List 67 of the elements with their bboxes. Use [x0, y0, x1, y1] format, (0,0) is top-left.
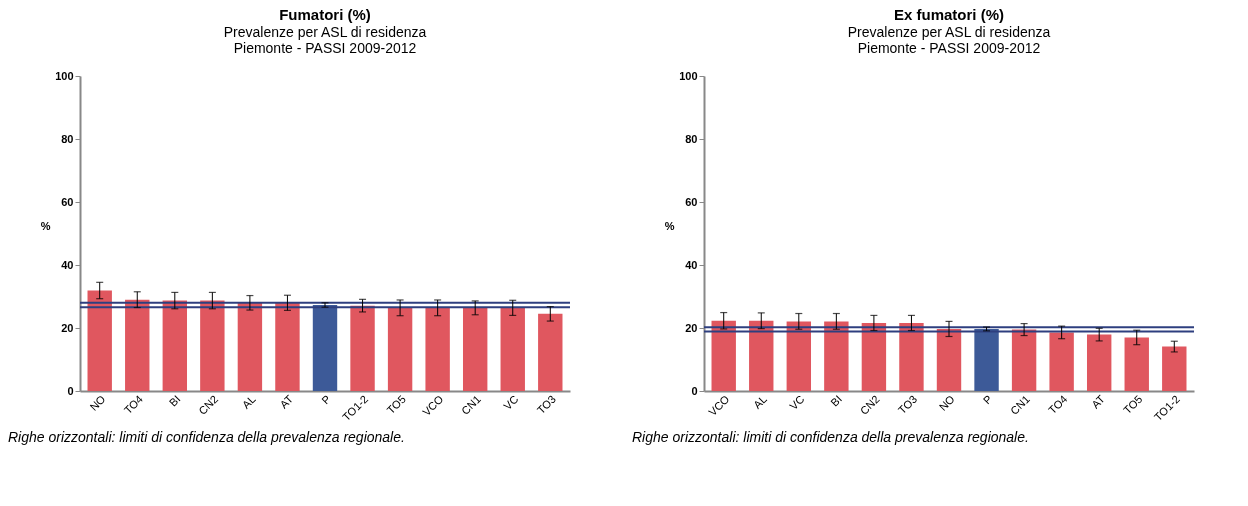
bar [87, 290, 112, 391]
x-tick-label: VC [787, 392, 807, 413]
bar [462, 307, 488, 391]
bar [237, 302, 263, 391]
y-tick-label: 0 [67, 384, 74, 397]
y-tick-label: 60 [685, 195, 698, 208]
bar [350, 305, 375, 391]
y-tick-label: 40 [61, 258, 74, 271]
x-tick-label: AT [1089, 392, 1108, 411]
y-tick-label: 60 [61, 195, 74, 208]
x-tick-label: CN1 [1007, 392, 1032, 417]
bar [1086, 334, 1112, 391]
bar [1011, 329, 1037, 391]
y-tick-label: 100 [679, 69, 698, 82]
bar [1124, 337, 1149, 391]
chart-title: Ex fumatori (%) [893, 6, 1005, 23]
text: Righe orizzontali: limiti di confidenza della prevalenza regionale. [8, 429, 406, 445]
x-tick-label: P [980, 392, 995, 407]
x-tick-label: BI [828, 392, 845, 409]
bar [749, 320, 774, 391]
y-axis-title: % [40, 219, 51, 232]
y-axis-title: % [664, 219, 675, 232]
x-tick-label: AT [277, 392, 296, 411]
x-tick-label: TO3 [534, 392, 559, 417]
y-tick-label: 40 [685, 258, 698, 271]
bar [387, 307, 413, 391]
chart-title: Fumatori (%) [279, 6, 371, 23]
bar [786, 321, 812, 391]
x-tick-label: TO4 [1045, 392, 1070, 417]
y-tick-label: 20 [61, 321, 74, 334]
x-tick-label: CN2 [196, 392, 221, 417]
bar [500, 307, 525, 391]
bar [1162, 346, 1187, 391]
chart-subtitle: Prevalenze per ASL di residenza Piemonte - PASSI 2009-2012 [847, 24, 1051, 56]
y-tick-label: 0 [691, 384, 698, 397]
x-tick-label: AL [751, 392, 770, 411]
x-tick-label: NO [936, 392, 958, 413]
x-tick-label: TO5 [1121, 392, 1145, 417]
bar [425, 307, 450, 391]
text: Righe orizzontali: limiti di confidenza della prevalenza regionale. [632, 429, 1030, 445]
x-tick-label: BI [166, 392, 183, 409]
y-tick-label: 100 [55, 69, 74, 82]
y-tick-label: 80 [61, 132, 74, 145]
x-tick-label: VC [501, 392, 521, 413]
chart-subtitle: Prevalenze per ASL di residenza Piemonte - PASSI 2009-2012 [223, 24, 427, 56]
x-tick-label: CN1 [458, 392, 483, 417]
bar [899, 322, 924, 391]
bar [974, 328, 999, 391]
bar [711, 320, 736, 391]
bar [312, 305, 338, 391]
y-tick-label: 80 [685, 132, 698, 145]
bar [861, 322, 887, 391]
bar [824, 321, 849, 391]
x-tick-label: TO3 [895, 392, 920, 417]
bar [275, 302, 300, 391]
x-tick-label: NO [87, 392, 108, 413]
bar [162, 300, 188, 391]
x-tick-label: TO4 [121, 392, 146, 417]
x-tick-label: P [319, 392, 333, 407]
bar [538, 313, 563, 391]
bar [125, 299, 150, 391]
y-tick-label: 20 [685, 321, 698, 334]
bar [1049, 332, 1074, 391]
x-tick-label: AL [239, 392, 258, 411]
bar [936, 328, 962, 391]
bar [200, 300, 225, 391]
x-tick-label: TO5 [384, 392, 408, 417]
